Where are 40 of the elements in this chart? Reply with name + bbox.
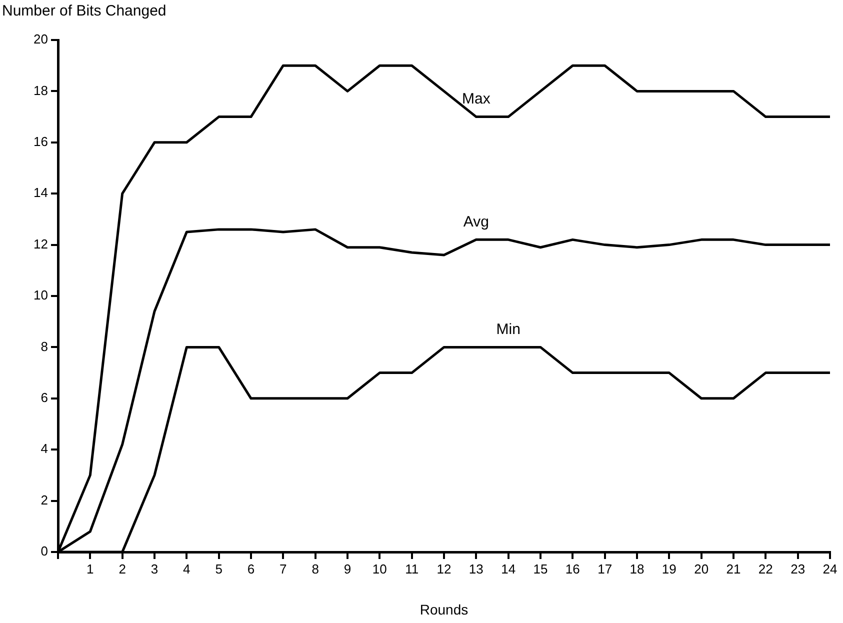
series-label: Max <box>462 90 491 108</box>
y-tick-label: 14 <box>34 185 48 200</box>
x-tick-label: 11 <box>405 561 419 576</box>
y-tick-label: 2 <box>40 492 48 508</box>
y-axis-title: Number of Bits Changed <box>2 2 166 20</box>
x-tick-label: 7 <box>280 561 287 576</box>
x-tick-label: 23 <box>790 561 806 576</box>
x-axis-title: Rounds <box>420 601 468 618</box>
x-tick-label: 17 <box>598 561 612 576</box>
y-tick-label: 12 <box>34 236 48 252</box>
x-tick-label: 21 <box>726 561 741 576</box>
y-tick-label: 18 <box>34 82 48 98</box>
x-tick-label: 1 <box>86 561 94 576</box>
x-tick-label: 10 <box>372 561 387 576</box>
y-tick-label: 16 <box>34 134 48 149</box>
x-tick-label: 16 <box>565 561 580 576</box>
y-tick-label: 4 <box>40 441 48 456</box>
x-tick-label: 19 <box>662 561 676 576</box>
x-tick-label: 20 <box>694 561 709 576</box>
x-tick-label: 2 <box>118 561 126 576</box>
series-label: Avg <box>463 213 489 230</box>
x-tick-label: 24 <box>822 561 838 576</box>
x-tick-label: 18 <box>630 561 644 576</box>
x-tick-label: 13 <box>468 561 484 576</box>
x-tick-label: 3 <box>150 561 158 576</box>
x-tick-label: 8 <box>312 561 319 576</box>
y-tick-label: 20 <box>34 32 48 47</box>
y-tick-label: 6 <box>40 390 48 405</box>
x-tick-label: 14 <box>501 561 516 576</box>
x-tick-label: 4 <box>183 561 190 576</box>
y-tick-label: 10 <box>34 288 48 303</box>
x-tick-label: 22 <box>758 561 773 576</box>
x-tick-label: 9 <box>344 561 352 576</box>
y-tick-label: 8 <box>40 338 48 354</box>
x-tick-label: 5 <box>215 561 222 576</box>
series-label: Min <box>496 320 520 338</box>
x-tick-label: 12 <box>436 561 452 576</box>
y-tick-label: 0 <box>40 544 48 559</box>
x-tick-label: 15 <box>533 561 548 576</box>
x-tick-label: 6 <box>247 561 255 576</box>
